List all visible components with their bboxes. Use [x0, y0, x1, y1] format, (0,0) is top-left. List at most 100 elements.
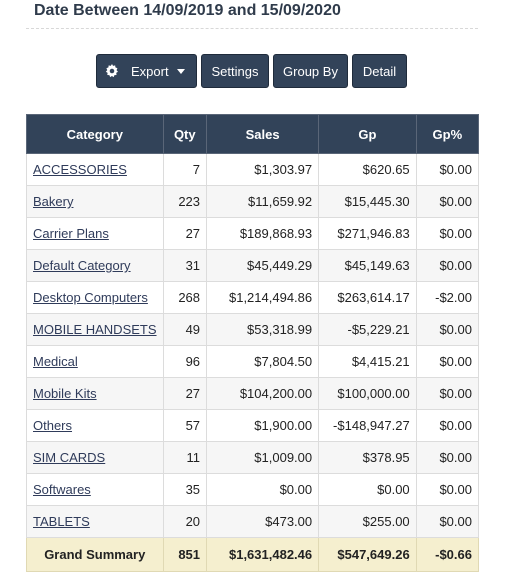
category-cell: Desktop Computers — [26, 281, 164, 314]
sales-cell: $104,200.00 — [206, 377, 320, 410]
group-by-button[interactable]: Group By — [273, 54, 348, 88]
column-header-sales[interactable]: Sales — [206, 114, 320, 154]
qty-cell: 268 — [162, 281, 208, 314]
summary-sales: $1,631,482.46 — [206, 537, 320, 572]
category-link[interactable]: Carrier Plans — [33, 226, 109, 241]
column-header-category[interactable]: Category — [26, 114, 164, 154]
table-row: SIM CARDS 11 $1,009.00 $378.95 $0.00 — [26, 441, 480, 474]
export-button[interactable]: Export — [96, 54, 197, 88]
table-row: Bakery 223 $11,659.92 $15,445.30 $0.00 — [26, 185, 480, 218]
sales-report-table: Category Qty Sales Gp Gp% ACCESSORIES 7 $1… — [26, 114, 480, 572]
table-row: Mobile Kits 27 $104,200.00 $100,000.00 $0.00 — [26, 377, 480, 410]
gp-cell: $271,946.83 — [318, 217, 417, 250]
page-title: Date Between 14/09/2019 and 15/09/2020 — [34, 2, 341, 19]
export-label: Export — [131, 63, 169, 79]
gp-cell: -$5,229.21 — [318, 313, 417, 346]
qty-cell: 7 — [162, 153, 208, 186]
gp-percent-cell: $0.00 — [415, 441, 480, 474]
detail-button[interactable]: Detail — [352, 54, 407, 88]
sales-cell: $53,318.99 — [206, 313, 320, 346]
category-link[interactable]: TABLETS — [33, 514, 90, 529]
category-link[interactable]: Desktop Computers — [33, 290, 148, 305]
qty-cell: 27 — [162, 217, 208, 250]
category-link[interactable]: Medical — [33, 354, 78, 369]
table-row: TABLETS 20 $473.00 $255.00 $0.00 — [26, 505, 480, 538]
category-cell: Carrier Plans — [26, 217, 164, 250]
gp-percent-cell: $0.00 — [415, 345, 480, 378]
category-cell: MOBILE HANDSETS — [26, 313, 164, 346]
summary-gp: $547,649.26 — [318, 537, 417, 572]
category-cell: Default Category — [26, 249, 164, 282]
gp-percent-cell: -$2.00 — [415, 281, 480, 314]
gp-cell: $378.95 — [318, 441, 417, 474]
qty-cell: 223 — [162, 185, 208, 218]
sales-cell: $1,214,494.86 — [206, 281, 320, 314]
category-cell: Mobile Kits — [26, 377, 164, 410]
sales-cell: $7,804.50 — [206, 345, 320, 378]
gp-cell: $4,415.21 — [318, 345, 417, 378]
category-link[interactable]: Bakery — [33, 194, 74, 209]
gear-icon — [105, 64, 118, 78]
category-link[interactable]: Mobile Kits — [33, 386, 97, 401]
gp-percent-cell: $0.00 — [415, 185, 480, 218]
category-link[interactable]: Others — [33, 418, 73, 433]
table-row: Others 57 $1,900.00 -$148,947.27 $0.00 — [26, 409, 480, 442]
sales-cell: $1,900.00 — [206, 409, 320, 442]
column-header-qty[interactable]: Qty — [162, 114, 208, 154]
category-cell: Softwares — [26, 473, 164, 506]
grand-summary-row: Grand Summary 851 $1,631,482.46 $547,649… — [26, 537, 480, 572]
column-header-gp[interactable]: Gp — [318, 114, 417, 154]
category-link[interactable]: Default Category — [33, 258, 131, 273]
category-cell: TABLETS — [26, 505, 164, 538]
gp-cell: $255.00 — [318, 505, 417, 538]
toolbar: Export Settings Group By Detail — [96, 54, 407, 88]
column-header-gp-percent[interactable]: Gp% — [415, 114, 480, 154]
sales-cell: $189,868.93 — [206, 217, 320, 250]
gp-percent-cell: $0.00 — [415, 409, 480, 442]
qty-cell: 20 — [162, 505, 208, 538]
table-header-row: Category Qty Sales Gp Gp% — [26, 114, 480, 154]
table-row: MOBILE HANDSETS 49 $53,318.99 -$5,229.21 $0.… — [26, 313, 480, 346]
sales-cell: $1,303.97 — [206, 153, 320, 186]
summary-label: Grand Summary — [26, 537, 164, 572]
category-link[interactable]: ACCESSORIES — [33, 162, 127, 177]
gp-percent-cell: $0.00 — [415, 249, 480, 282]
qty-cell: 35 — [162, 473, 208, 506]
category-link[interactable]: Softwares — [33, 482, 91, 497]
gp-percent-cell: $0.00 — [415, 217, 480, 250]
gp-percent-cell: $0.00 — [415, 473, 480, 506]
table-row: Carrier Plans 27 $189,868.93 $271,946.83 $0.… — [26, 217, 480, 250]
category-cell: Others — [26, 409, 164, 442]
gp-cell: $100,000.00 — [318, 377, 417, 410]
sales-cell: $0.00 — [206, 473, 320, 506]
sales-cell: $1,009.00 — [206, 441, 320, 474]
table-row: Medical 96 $7,804.50 $4,415.21 $0.00 — [26, 345, 480, 378]
title-divider — [26, 28, 478, 29]
table-body: ACCESSORIES 7 $1,303.97 $620.65 $0.00 Bakery 2… — [26, 153, 480, 538]
qty-cell: 96 — [162, 345, 208, 378]
table-row: Default Category 31 $45,449.29 $45,149.63 $0… — [26, 249, 480, 282]
table-row: Desktop Computers 268 $1,214,494.86 $263,61… — [26, 281, 480, 314]
caret-down-icon — [176, 68, 185, 74]
category-cell: ACCESSORIES — [26, 153, 164, 186]
settings-button[interactable]: Settings — [201, 54, 269, 88]
gp-percent-cell: $0.00 — [415, 377, 480, 410]
gp-percent-cell: $0.00 — [415, 153, 480, 186]
sales-cell: $473.00 — [206, 505, 320, 538]
qty-cell: 27 — [162, 377, 208, 410]
qty-cell: 49 — [162, 313, 208, 346]
sales-cell: $45,449.29 — [206, 249, 320, 282]
gp-cell: -$148,947.27 — [318, 409, 417, 442]
gp-percent-cell: $0.00 — [415, 313, 480, 346]
category-link[interactable]: SIM CARDS — [33, 450, 106, 465]
gp-cell: $45,149.63 — [318, 249, 417, 282]
qty-cell: 11 — [162, 441, 208, 474]
table-row: Softwares 35 $0.00 $0.00 $0.00 — [26, 473, 480, 506]
gp-percent-cell: $0.00 — [415, 505, 480, 538]
category-link[interactable]: MOBILE HANDSETS — [33, 322, 157, 337]
gp-cell: $0.00 — [318, 473, 417, 506]
sales-cell: $11,659.92 — [206, 185, 320, 218]
table-row: ACCESSORIES 7 $1,303.97 $620.65 $0.00 — [26, 153, 480, 186]
summary-qty: 851 — [162, 537, 208, 572]
gp-cell: $263,614.17 — [318, 281, 417, 314]
